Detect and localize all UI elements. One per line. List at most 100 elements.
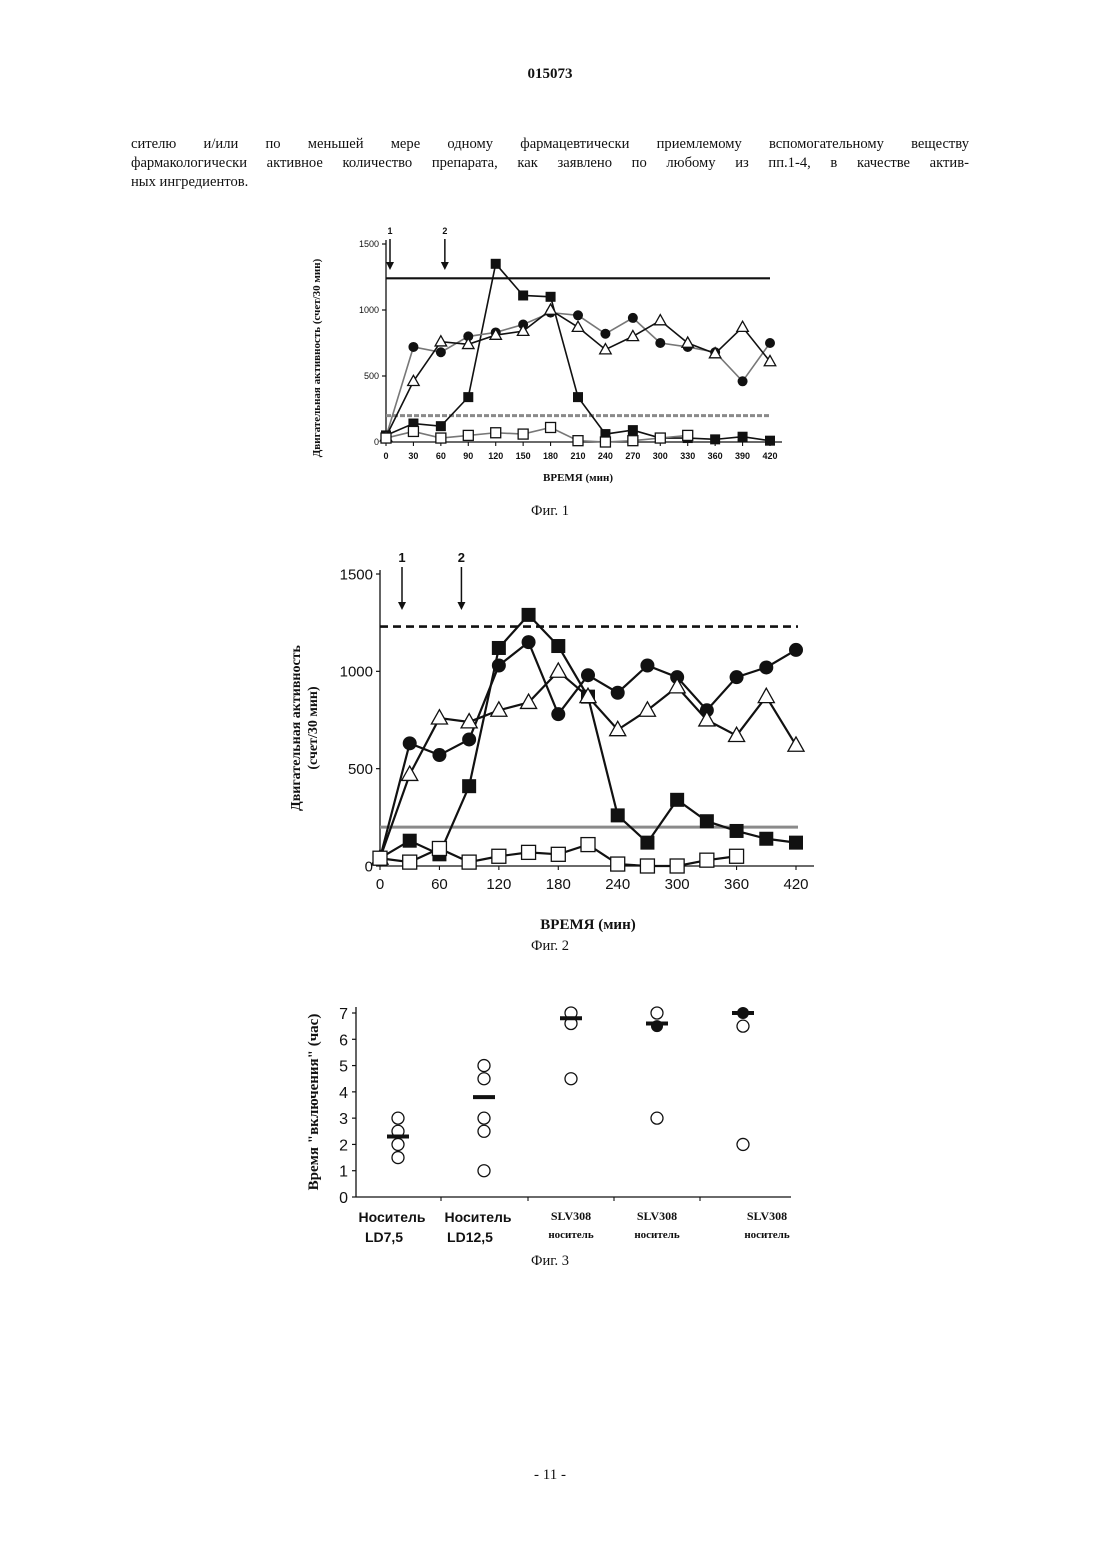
y-tick-label: 1500: [340, 566, 373, 583]
dosing-arrow-head: [457, 602, 465, 610]
group-label-line-2: LD7,5: [365, 1229, 403, 1245]
y-tick-label: 1000: [359, 305, 379, 315]
data-point: [392, 1112, 404, 1124]
data-point: [758, 688, 774, 702]
x-tick-label: 390: [735, 451, 750, 461]
group-label-line-1: SLV308: [747, 1209, 787, 1223]
x-tick-label: 210: [570, 451, 585, 461]
data-point: [611, 686, 625, 700]
y-axis-label: Время "включения" (час): [306, 1014, 322, 1191]
data-point: [462, 732, 476, 746]
x-tick-label: 120: [488, 451, 503, 461]
data-point: [737, 1138, 749, 1150]
group-label-line-2: носитель: [548, 1229, 594, 1241]
data-point: [492, 658, 506, 672]
data-point: [432, 841, 446, 855]
data-point: [565, 1073, 577, 1085]
dosing-arrow-head: [386, 262, 394, 270]
data-point: [759, 660, 773, 674]
y-tick-label: 0: [374, 437, 379, 447]
figure-3-caption: Фиг. 3: [0, 1253, 1100, 1270]
data-point: [730, 824, 744, 838]
data-point: [700, 853, 714, 867]
data-point: [611, 857, 625, 871]
data-point: [550, 663, 566, 677]
y-tick-label: 1500: [359, 239, 379, 249]
data-point: [600, 344, 612, 354]
figure-2-caption: Фиг. 2: [0, 938, 1100, 955]
group-label-line-2: LD12,5: [447, 1229, 493, 1245]
x-tick-label: 120: [486, 876, 511, 893]
figure-1-chart: 0500100015000306090120150180210240270300…: [300, 222, 800, 500]
y-tick-label: 0: [365, 858, 373, 875]
group-label-line-2: носитель: [744, 1229, 790, 1241]
data-point: [403, 834, 417, 848]
x-tick-label: 60: [436, 451, 446, 461]
x-tick-label: 0: [383, 451, 388, 461]
dosing-arrow-head: [441, 262, 449, 270]
data-point: [546, 292, 556, 302]
data-point: [765, 338, 775, 348]
x-tick-label: 360: [724, 876, 749, 893]
data-point: [765, 436, 775, 446]
data-point: [408, 342, 418, 352]
x-axis-label: ВРЕМЯ (мин): [543, 472, 613, 484]
data-point: [789, 643, 803, 657]
data-point: [373, 851, 387, 865]
data-point: [432, 748, 446, 762]
data-point: [478, 1165, 490, 1177]
dosing-arrow-head: [398, 602, 406, 610]
x-tick-label: 360: [708, 451, 723, 461]
y-tick-label: 6: [339, 1032, 348, 1049]
data-point: [788, 737, 804, 751]
series-line: [386, 427, 688, 442]
data-point: [581, 668, 595, 682]
data-point: [700, 814, 714, 828]
y-tick-label: 1000: [340, 664, 373, 681]
data-point: [640, 859, 654, 873]
x-tick-label: 0: [376, 876, 384, 893]
data-point: [478, 1073, 490, 1085]
data-point: [789, 836, 803, 850]
data-point: [491, 259, 501, 269]
data-point: [600, 329, 610, 339]
group-label-line-2: носитель: [634, 1229, 680, 1241]
data-point: [573, 392, 583, 402]
y-tick-label: 500: [364, 371, 379, 381]
data-point: [730, 670, 744, 684]
x-tick-label: 300: [665, 876, 690, 893]
data-point: [628, 313, 638, 323]
data-point: [581, 838, 595, 852]
data-point: [546, 422, 556, 432]
data-point: [551, 847, 565, 861]
group-label-line-1: Носитель: [444, 1209, 511, 1225]
data-point: [572, 321, 584, 331]
group-label-line-1: Носитель: [358, 1209, 425, 1225]
y-axis-label-line-2: (счет/30 мин): [306, 686, 321, 770]
data-point: [640, 658, 654, 672]
data-point: [392, 1138, 404, 1150]
x-tick-label: 420: [762, 451, 777, 461]
x-tick-label: 60: [431, 876, 448, 893]
x-tick-label: 90: [463, 451, 473, 461]
data-point: [462, 855, 476, 869]
data-point: [670, 793, 684, 807]
figure-2-chart: 05001000150006012018024030036042012ВРЕМЯ…: [280, 548, 830, 936]
data-point: [655, 433, 665, 443]
dosing-arrow-label: 2: [442, 226, 447, 236]
data-point: [611, 808, 625, 822]
data-point: [683, 430, 693, 440]
x-tick-label: 240: [605, 876, 630, 893]
x-tick-label: 300: [653, 451, 668, 461]
x-tick-label: 420: [783, 876, 808, 893]
data-point: [639, 702, 655, 716]
y-tick-label: 7: [339, 1006, 348, 1023]
dosing-arrow-label: 2: [458, 550, 465, 565]
group-label-line-1: SLV308: [551, 1209, 591, 1223]
body-paragraph: сителю и/или по меньшей мере одному фарм…: [131, 135, 969, 192]
data-point: [573, 310, 583, 320]
data-point: [738, 376, 748, 386]
data-point: [551, 707, 565, 721]
data-point: [573, 436, 583, 446]
figure-1-caption: Фиг. 1: [0, 503, 1100, 520]
